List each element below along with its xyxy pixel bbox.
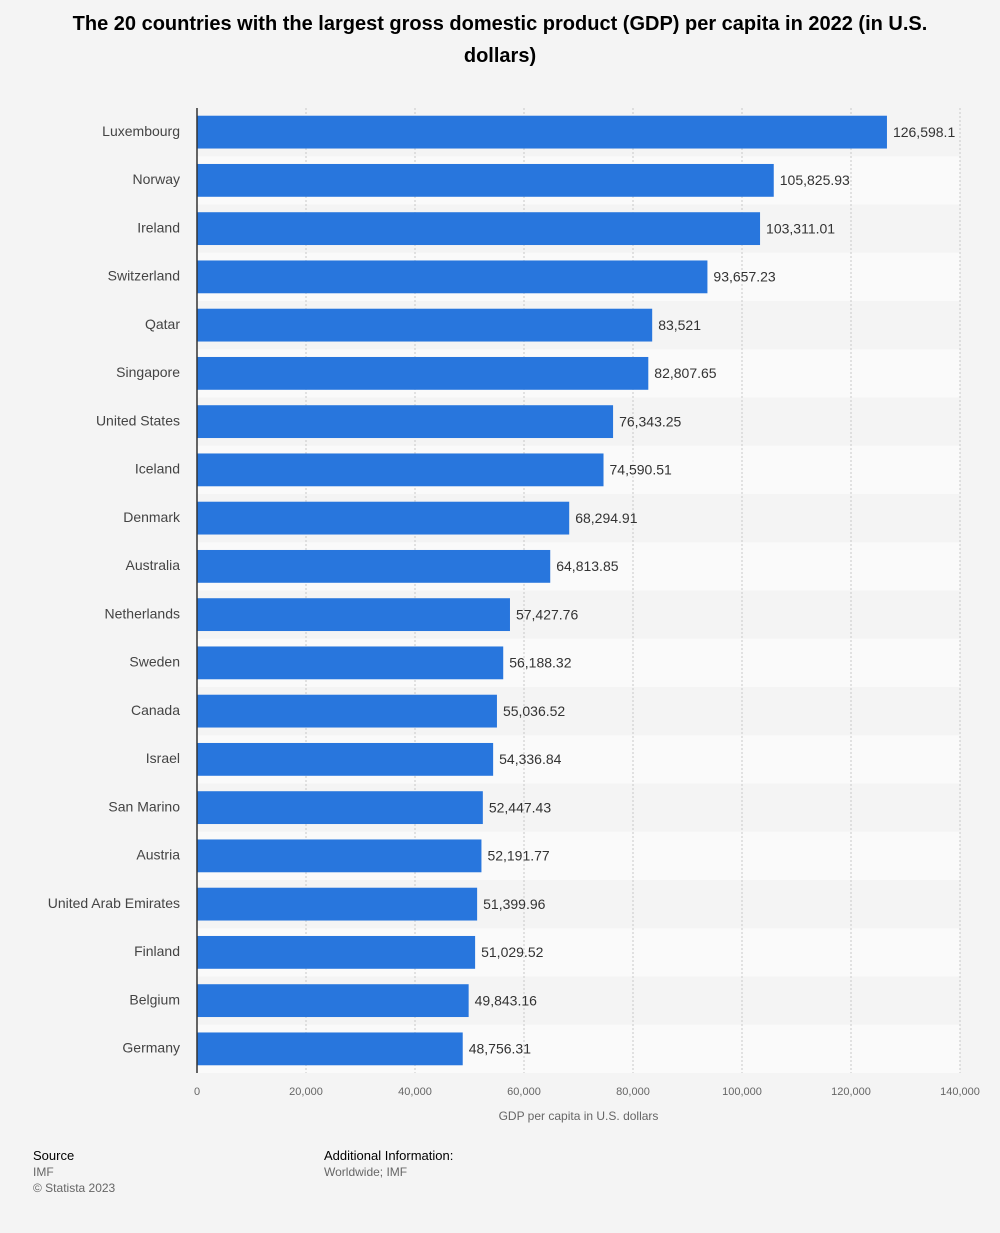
- x-tick-label: 20,000: [289, 1086, 323, 1098]
- y-tick-label: Iceland: [135, 461, 180, 477]
- x-tick-label: 60,000: [507, 1086, 541, 1098]
- y-tick-label: Luxembourg: [102, 123, 180, 139]
- value-label: 103,311.01: [766, 220, 835, 236]
- x-tick-label: 140,000: [940, 1086, 980, 1098]
- bar: [197, 453, 604, 487]
- info: Worldwide; IMF: [324, 1165, 408, 1179]
- bar: [197, 549, 551, 583]
- value-label: 126,598.1: [893, 124, 955, 140]
- y-tick-label: Canada: [131, 702, 180, 718]
- bar: [197, 356, 649, 390]
- value-label: 56,188.32: [509, 655, 571, 671]
- x-axis-label: GDP per capita in U.S. dollars: [499, 1109, 659, 1123]
- y-tick-label: Germany: [122, 1040, 180, 1056]
- source-block: Source IMF © Statista 2023: [33, 1148, 115, 1196]
- y-tick-label: Belgium: [129, 991, 180, 1007]
- bar: [197, 791, 483, 825]
- bar: [197, 501, 570, 535]
- value-label: 51,399.96: [483, 896, 545, 912]
- value-label: 51,029.52: [481, 944, 543, 960]
- value-label: 74,590.51: [610, 462, 672, 478]
- value-label: 57,427.76: [516, 606, 578, 622]
- bar: [197, 984, 469, 1018]
- y-tick-label: United Arab Emirates: [48, 895, 180, 911]
- bar: [197, 887, 478, 921]
- source-heading: Source: [33, 1148, 75, 1163]
- y-tick-label: Australia: [126, 557, 181, 573]
- y-tick-label: Switzerland: [108, 268, 180, 284]
- value-label: 49,843.16: [475, 992, 537, 1008]
- bar: [197, 694, 497, 728]
- value-label: 105,825.93: [780, 172, 850, 188]
- y-tick-label: Finland: [134, 943, 180, 959]
- y-tick-label: Austria: [136, 847, 180, 863]
- value-label: 52,447.43: [489, 799, 551, 815]
- y-tick-label: Ireland: [137, 219, 180, 235]
- bar: [197, 260, 708, 294]
- y-tick-label: Netherlands: [105, 605, 181, 621]
- copyright: © Statista 2023: [33, 1181, 116, 1195]
- y-tick-label: Israel: [146, 750, 180, 766]
- chart: 0 20,000 40,000 60,000 80,000 100,000 120,000 1…: [48, 108, 980, 1123]
- value-label: 76,343.25: [619, 413, 681, 429]
- bar: [197, 1032, 463, 1066]
- x-tick-label: 40,000: [398, 1086, 432, 1098]
- value-label: 93,657.23: [713, 269, 775, 285]
- source: IMF: [33, 1165, 54, 1179]
- y-tick-label: San Marino: [108, 798, 180, 814]
- info-heading: Additional Information:: [324, 1148, 454, 1163]
- y-tick-label: United States: [96, 412, 180, 428]
- bar: [197, 308, 653, 342]
- x-tick-label: 80,000: [616, 1086, 650, 1098]
- y-tick-label: Sweden: [129, 654, 180, 670]
- bar: [197, 405, 614, 439]
- y-tick-label: Norway: [133, 171, 180, 187]
- bar: [197, 212, 761, 246]
- value-label: 64,813.85: [556, 558, 618, 574]
- chart-title: The 20 countries with the largest gross …: [72, 13, 928, 67]
- value-label: 68,294.91: [575, 510, 637, 526]
- x-tick-label: 100,000: [722, 1086, 762, 1098]
- bar: [197, 742, 494, 776]
- y-tick-label: Singapore: [116, 364, 180, 380]
- bar: [197, 115, 887, 149]
- bar: [197, 935, 476, 969]
- value-label: 48,756.31: [469, 1041, 531, 1057]
- info-block: Additional Information: Worldwide; IMF: [324, 1148, 453, 1180]
- x-tick-label: 120,000: [831, 1086, 871, 1098]
- bar: [197, 646, 504, 680]
- y-tick-label: Qatar: [145, 316, 180, 332]
- bar: [197, 598, 510, 632]
- value-label: 52,191.77: [487, 848, 549, 864]
- bar: [197, 839, 482, 873]
- value-label: 55,036.52: [503, 703, 565, 719]
- value-label: 83,521: [658, 317, 701, 333]
- y-tick-label: Denmark: [123, 509, 181, 525]
- bar: [197, 163, 774, 197]
- value-label: 54,336.84: [499, 751, 561, 767]
- value-label: 82,807.65: [654, 365, 716, 381]
- x-tick-label: 0: [194, 1086, 200, 1098]
